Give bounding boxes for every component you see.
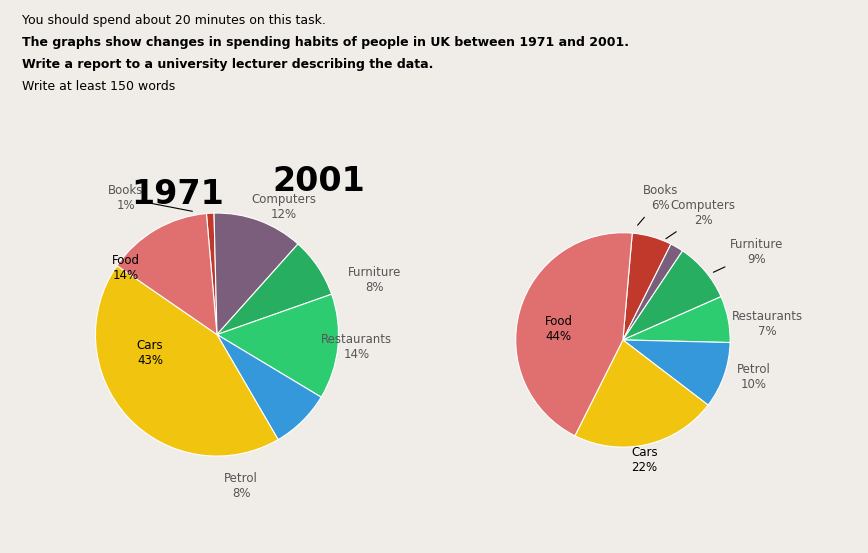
Text: Furniture
9%: Furniture 9% — [713, 238, 784, 272]
Wedge shape — [575, 340, 708, 447]
Text: The graphs show changes in spending habits of people in UK between 1971 and 2001: The graphs show changes in spending habi… — [22, 36, 628, 49]
Text: Restaurants
7%: Restaurants 7% — [732, 310, 803, 338]
Text: Books
1%: Books 1% — [108, 185, 193, 212]
Text: Books
6%: Books 6% — [638, 184, 678, 225]
Wedge shape — [95, 265, 278, 456]
Text: Food
44%: Food 44% — [544, 315, 573, 343]
Text: Furniture
8%: Furniture 8% — [348, 266, 402, 294]
Wedge shape — [217, 244, 332, 335]
Text: Write at least 150 words: Write at least 150 words — [22, 80, 175, 93]
Text: 1971: 1971 — [132, 179, 224, 211]
Wedge shape — [217, 335, 321, 440]
Text: Cars
22%: Cars 22% — [631, 446, 658, 474]
Wedge shape — [623, 296, 730, 342]
Text: Computers
12%: Computers 12% — [252, 193, 316, 221]
Wedge shape — [516, 233, 632, 436]
Text: Restaurants
14%: Restaurants 14% — [321, 333, 392, 361]
Text: Petrol
10%: Petrol 10% — [737, 363, 771, 392]
Text: Cars
43%: Cars 43% — [137, 339, 163, 367]
Wedge shape — [207, 213, 217, 335]
Wedge shape — [623, 244, 682, 340]
Text: 2001: 2001 — [273, 165, 365, 198]
Wedge shape — [117, 213, 217, 335]
Wedge shape — [217, 294, 339, 397]
Text: Computers
2%: Computers 2% — [666, 200, 736, 239]
Text: Petrol
8%: Petrol 8% — [224, 472, 259, 500]
Text: You should spend about 20 minutes on this task.: You should spend about 20 minutes on thi… — [22, 14, 325, 27]
Wedge shape — [623, 251, 721, 340]
Wedge shape — [623, 233, 671, 340]
Wedge shape — [623, 340, 730, 405]
Text: Write a report to a university lecturer describing the data.: Write a report to a university lecturer … — [22, 58, 433, 71]
Text: Food
14%: Food 14% — [112, 254, 140, 281]
Wedge shape — [214, 213, 298, 335]
